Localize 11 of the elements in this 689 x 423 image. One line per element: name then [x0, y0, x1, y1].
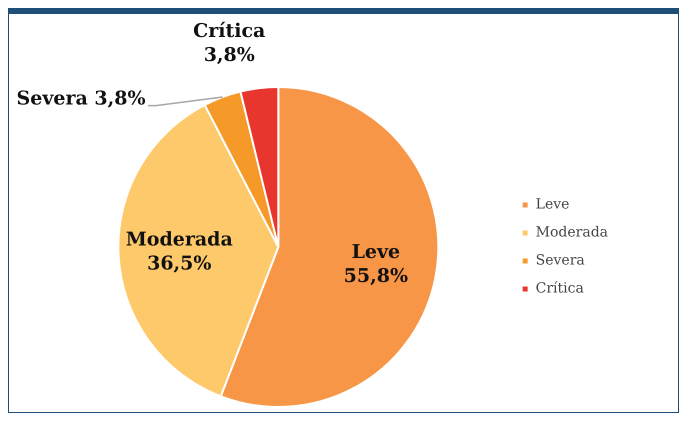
slice-label: Crítica	[193, 20, 266, 42]
legend-label: Severa	[536, 252, 585, 269]
category-label: Severa 3,8%	[16, 88, 146, 110]
legend-label: Crítica	[536, 280, 584, 297]
legend-label: Moderada	[536, 224, 608, 241]
slice-label: Moderada	[126, 228, 233, 250]
slice-label: Leve	[352, 241, 400, 264]
data-label: 55,8%	[344, 265, 408, 288]
data-label: 3,8%	[204, 44, 255, 66]
legend-label: Leve	[536, 196, 570, 213]
data-label: 36,5%	[147, 252, 212, 274]
